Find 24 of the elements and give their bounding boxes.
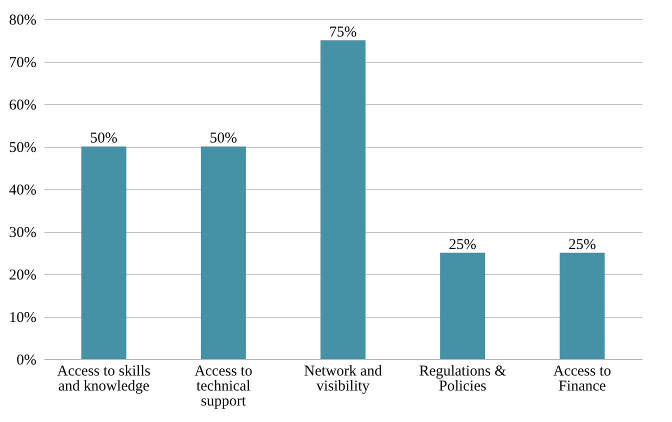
- y-tick-label: 50%: [9, 140, 36, 156]
- x-tick-label: Access to skills and knowledge: [57, 364, 151, 394]
- data-label: 50%: [90, 130, 118, 146]
- x-tick-label: Access to technical support: [194, 364, 252, 410]
- bar: [440, 252, 486, 359]
- y-tick-label: 0%: [16, 352, 36, 368]
- data-label: 75%: [329, 24, 357, 40]
- bar: [81, 146, 126, 359]
- x-tick-label: Access to Finance: [553, 364, 612, 394]
- x-tick-label: Regulations & Policies: [419, 364, 506, 394]
- y-tick-label: 10%: [9, 310, 36, 326]
- data-label: 25%: [448, 236, 476, 253]
- bar: [560, 252, 605, 359]
- y-tick-label: 70%: [9, 55, 36, 71]
- y-tick-label: 20%: [9, 268, 36, 284]
- x-tick-label: Network and visibility: [304, 364, 382, 394]
- y-tick-label: 60%: [9, 98, 36, 114]
- y-tick-label: 30%: [9, 225, 36, 241]
- bar: [320, 40, 366, 359]
- y-tick-label: 80%: [9, 12, 36, 28]
- data-label: 50%: [210, 130, 238, 146]
- y-tick-label: 40%: [9, 182, 36, 198]
- bar: [200, 146, 246, 359]
- data-label: 25%: [568, 236, 596, 253]
